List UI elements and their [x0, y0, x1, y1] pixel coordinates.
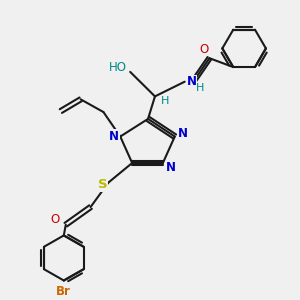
Text: H: H [196, 82, 205, 93]
Text: O: O [50, 213, 59, 226]
Text: Br: Br [56, 285, 71, 298]
Text: O: O [200, 43, 209, 56]
Text: N: N [178, 127, 188, 140]
Text: S: S [98, 178, 107, 191]
Text: N: N [109, 130, 119, 143]
Text: N: N [166, 161, 176, 174]
Text: HO: HO [109, 61, 127, 74]
Text: N: N [187, 75, 196, 88]
Text: H: H [161, 96, 169, 106]
